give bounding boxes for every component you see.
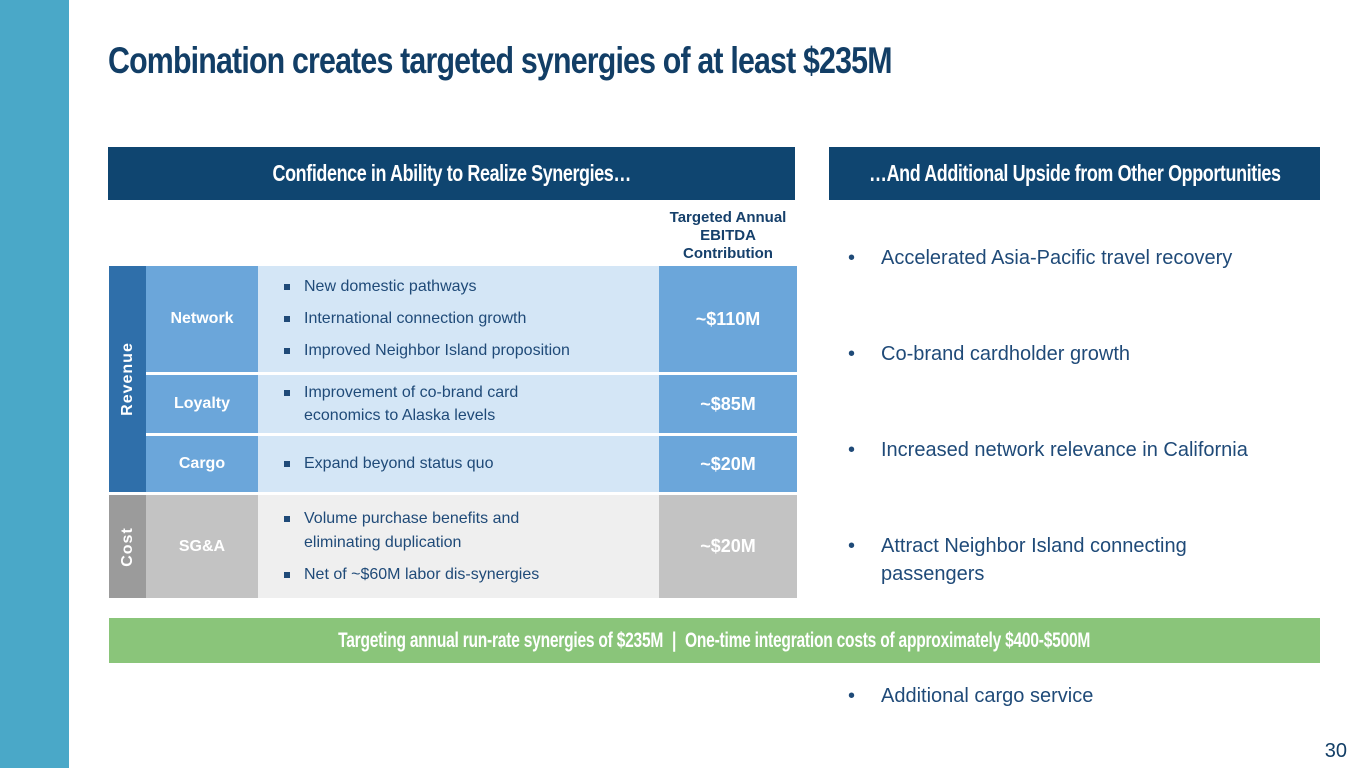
row-value-cargo: ~$20M	[659, 436, 797, 492]
right-panel-header: …And Additional Upside from Other Opport…	[829, 147, 1320, 200]
row-category-sga: SG&A	[146, 495, 258, 598]
description-item: New domestic pathways	[283, 275, 477, 299]
description-item: International connection growth	[283, 307, 526, 331]
upside-bullet-list: Accelerated Asia-Pacific travel recovery…	[848, 244, 1318, 710]
integration-costs-text: One-time integration costs of approximat…	[685, 628, 1091, 652]
run-rate-synergies-text: Targeting annual run-rate synergies of $…	[338, 628, 664, 652]
cost-group-label: Cost	[109, 495, 146, 598]
description-item: Improvement of co-brand card economics t…	[283, 381, 593, 427]
row-value-loyalty: ~$85M	[659, 375, 797, 433]
left-panel-header-text: Confidence in Ability to Realize Synergi…	[272, 160, 631, 186]
row-category-loyalty: Loyalty	[146, 375, 258, 433]
row-description-cargo: Expand beyond status quo	[258, 436, 659, 492]
synergy-summary-bar: Targeting annual run-rate synergies of $…	[109, 618, 1320, 663]
upside-bullet: Co-brand cardholder growth	[848, 340, 1318, 368]
description-item: Improved Neighbor Island proposition	[283, 339, 570, 363]
description-item: Expand beyond status quo	[283, 452, 493, 476]
row-value-sga: ~$20M	[659, 495, 797, 598]
page-number: 30	[1324, 740, 1347, 762]
row-category-cargo: Cargo	[146, 436, 258, 492]
slide-title: Combination creates targeted synergies o…	[108, 40, 892, 81]
upside-bullet: Additional cargo service	[848, 682, 1318, 710]
row-description-loyalty: Improvement of co-brand card economics t…	[258, 375, 659, 433]
upside-bullet: Attract Neighbor Island connecting passe…	[848, 532, 1268, 588]
row-description-sga: Volume purchase benefits and eliminating…	[258, 495, 659, 598]
row-description-network: New domestic pathways International conn…	[258, 266, 659, 372]
upside-bullet: Accelerated Asia-Pacific travel recovery	[848, 244, 1318, 272]
synergy-summary-text: Targeting annual run-rate synergies of $…	[338, 629, 1090, 653]
revenue-group-label: Revenue	[109, 266, 146, 492]
description-item: Volume purchase benefits and eliminating…	[283, 507, 593, 555]
cost-group-text: Cost	[118, 526, 136, 567]
upside-bullet: Increased network relevance in Californi…	[848, 436, 1318, 464]
row-category-network: Network	[146, 266, 258, 372]
ebitda-column-header: Targeted Annual EBITDA Contribution	[669, 209, 787, 262]
footer-separator: |	[672, 628, 677, 652]
accent-side-bar	[0, 0, 69, 768]
description-item: Net of ~$60M labor dis-synergies	[283, 563, 539, 587]
right-panel-header-text: …And Additional Upside from Other Opport…	[868, 160, 1281, 186]
row-value-network: ~$110M	[659, 266, 797, 372]
revenue-group-text: Revenue	[118, 342, 136, 416]
left-panel-header: Confidence in Ability to Realize Synergi…	[108, 147, 795, 200]
